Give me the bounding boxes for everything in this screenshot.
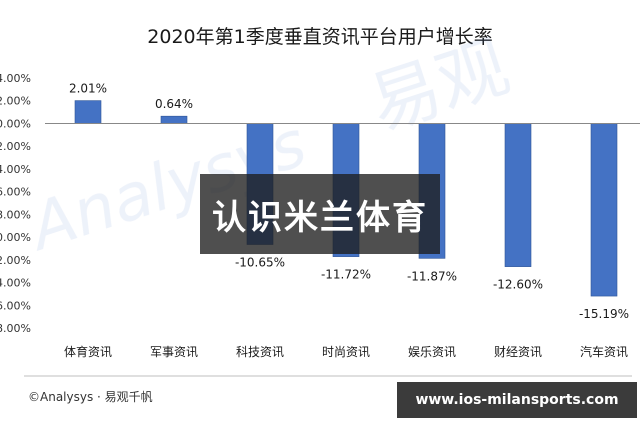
site-url-link[interactable]: www.ios-milansports.com [397, 382, 637, 418]
source-credit: ©Analysys · 易观千帆 [28, 390, 153, 404]
bars [74, 100, 618, 297]
data-label: 0.64% [155, 97, 193, 111]
y-tick-label: 0.00% [0, 117, 31, 130]
chart-title: 2020年第1季度垂直资讯平台用户增长率 [147, 26, 493, 48]
x-tick-label: 军事资讯 [150, 345, 198, 359]
y-tick-label: -4.00% [0, 163, 31, 176]
x-tick-label: 汽车资讯 [580, 344, 628, 359]
y-tick-label: -8.00% [0, 208, 31, 221]
bar [590, 123, 618, 297]
data-label: -15.19% [579, 307, 629, 321]
data-label: -11.87% [407, 269, 457, 283]
data-label: -11.72% [321, 268, 371, 282]
y-tick-label: 4.00% [0, 72, 31, 85]
y-tick-label: -2.00% [0, 140, 31, 153]
x-tick-label: 科技资讯 [236, 345, 284, 359]
y-axis: 4.00% 2.00% 0.00% -2.00% -4.00% -6.00% -8.00% -… [0, 72, 31, 335]
y-tick-label: -12.00% [0, 254, 31, 267]
x-tick-label: 时尚资讯 [322, 345, 370, 359]
y-tick-label: 2.00% [0, 95, 31, 108]
bar [160, 115, 188, 124]
bar [74, 100, 102, 124]
data-label: -10.65% [235, 255, 285, 269]
y-tick-label: -16.00% [0, 299, 31, 312]
y-tick-label: -6.00% [0, 186, 31, 199]
data-labels: 2.01% 0.64% -10.65% -11.72% -11.87% -12.60% -1… [69, 82, 629, 321]
x-tick-label: 体育资讯 [64, 344, 112, 359]
data-label: -12.60% [493, 278, 543, 292]
promo-banner[interactable]: 认识米兰体育 [200, 174, 440, 254]
y-tick-label: -14.00% [0, 277, 31, 290]
x-tick-label: 财经资讯 [494, 345, 542, 359]
x-axis-labels: 体育资讯 军事资讯 科技资讯 时尚资讯 娱乐资讯 财经资讯 汽车资讯 [64, 344, 628, 359]
x-tick-label: 娱乐资讯 [408, 345, 456, 359]
y-tick-label: -18.00% [0, 322, 31, 335]
data-label: 2.01% [69, 82, 107, 96]
bar [504, 123, 532, 267]
y-tick-label: -10.00% [0, 231, 31, 244]
